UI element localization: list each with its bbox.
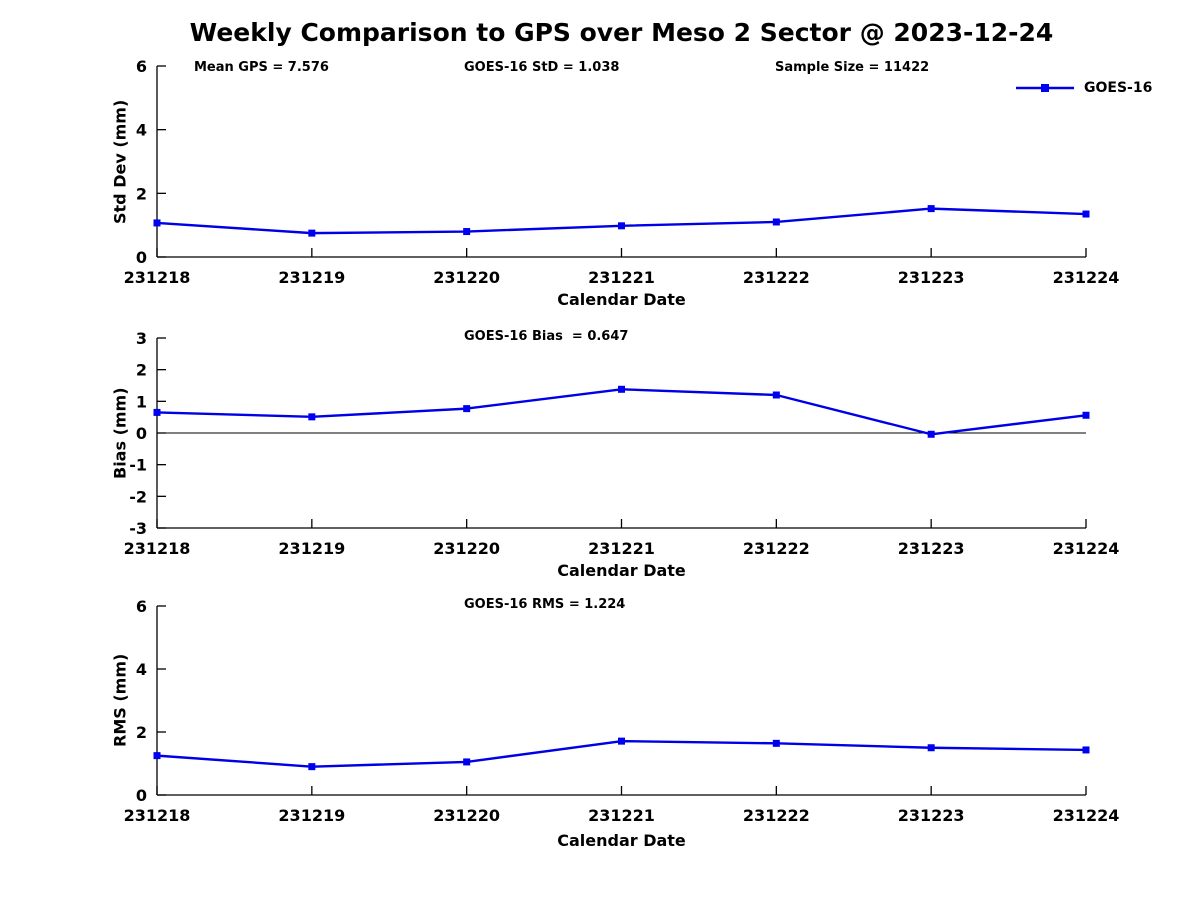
data-line-goes-16 — [156, 388, 1087, 436]
legend-label: GOES-16 — [1084, 80, 1153, 96]
data-marker — [463, 405, 471, 413]
x-tick-label: 231224 — [1053, 806, 1120, 825]
y-tick-label: 2 — [136, 723, 147, 742]
x-tick-label: 231221 — [588, 539, 655, 558]
x-tick-label: 231223 — [898, 539, 965, 558]
annotation-goes16-bias: GOES-16 Bias = 0.647 — [464, 329, 629, 344]
x-axis-label-2: Calendar Date — [557, 561, 686, 580]
x-tick-label: 231222 — [743, 539, 810, 558]
data-marker — [1082, 210, 1090, 218]
data-marker — [772, 739, 780, 747]
y-tick-label: 1 — [136, 392, 147, 411]
annotation-goes16-std: GOES-16 StD = 1.038 — [464, 60, 620, 75]
x-tick-label: 231219 — [278, 806, 345, 825]
x-tick-label: 231220 — [433, 806, 500, 825]
annotation-goes16-rms: GOES-16 RMS = 1.224 — [464, 597, 626, 612]
annotation-sample-size: Sample Size = 11422 — [775, 60, 930, 75]
y-tick-label: 2 — [136, 184, 147, 203]
x-tick-label: 231222 — [743, 806, 810, 825]
x-tick-label: 231218 — [124, 806, 191, 825]
data-marker — [927, 430, 935, 438]
data-marker — [1082, 411, 1090, 419]
data-marker — [308, 229, 316, 237]
data-marker — [308, 763, 316, 771]
data-line-goes-16 — [156, 739, 1087, 768]
y-tick-label: 0 — [136, 424, 147, 443]
x-tick-label: 231218 — [124, 268, 191, 287]
data-marker — [772, 218, 780, 226]
y-tick-label: 6 — [136, 597, 147, 616]
x-tick-label: 231219 — [278, 539, 345, 558]
x-tick-label: 231218 — [124, 539, 191, 558]
x-tick-label: 231223 — [898, 806, 965, 825]
data-marker — [153, 219, 161, 227]
data-marker — [618, 737, 625, 745]
data-marker — [772, 391, 780, 399]
y-tick-label: 3 — [136, 329, 147, 348]
y-tick-label: -3 — [129, 519, 147, 538]
x-tick-label: 231222 — [743, 268, 810, 287]
x-tick-label: 231224 — [1053, 268, 1120, 287]
y-tick-label: 0 — [136, 248, 147, 267]
data-marker — [927, 205, 935, 213]
data-marker — [927, 744, 935, 752]
x-axis-label-3: Calendar Date — [557, 831, 686, 850]
y-tick-label: 6 — [136, 57, 147, 76]
data-line-goes-16 — [156, 207, 1087, 235]
data-marker — [463, 758, 471, 766]
y-tick-label: -2 — [129, 487, 147, 506]
legend: GOES-16 — [1014, 80, 1152, 96]
data-marker — [153, 752, 161, 760]
y-tick-label: 4 — [136, 121, 147, 140]
data-marker — [1082, 746, 1090, 754]
x-tick-label: 231223 — [898, 268, 965, 287]
y-tick-label: 4 — [136, 660, 147, 679]
data-marker — [618, 222, 625, 230]
x-axis-label-1: Calendar Date — [557, 290, 686, 309]
x-tick-label: 231220 — [433, 539, 500, 558]
annotation-mean-gps: Mean GPS = 7.576 — [194, 60, 329, 75]
x-tick-label: 231224 — [1053, 539, 1120, 558]
y-tick-label: 2 — [136, 361, 147, 380]
x-tick-label: 231221 — [588, 268, 655, 287]
x-tick-label: 231220 — [433, 268, 500, 287]
x-tick-label: 231221 — [588, 806, 655, 825]
figure-title: Weekly Comparison to GPS over Meso 2 Sec… — [189, 18, 1054, 47]
x-tick-label: 231219 — [278, 268, 345, 287]
y-tick-label: -1 — [129, 456, 147, 475]
y-tick-label: 0 — [136, 786, 147, 805]
legend-line-sample-icon — [1016, 84, 1074, 92]
data-marker — [618, 385, 625, 393]
subplot-1: 0 2 4 6 231218 231219 231220 231221 231222 231223… — [124, 57, 1120, 287]
subplot-2: -3 -2 -1 0 1 2 3 231218 231219 231220 231221 231222… — [124, 329, 1120, 558]
data-marker — [308, 413, 316, 421]
subplot-3: 0 2 4 6 231218 231219 231220 231221 231222 231223… — [124, 597, 1120, 825]
data-marker — [463, 228, 471, 236]
data-marker — [153, 408, 161, 416]
